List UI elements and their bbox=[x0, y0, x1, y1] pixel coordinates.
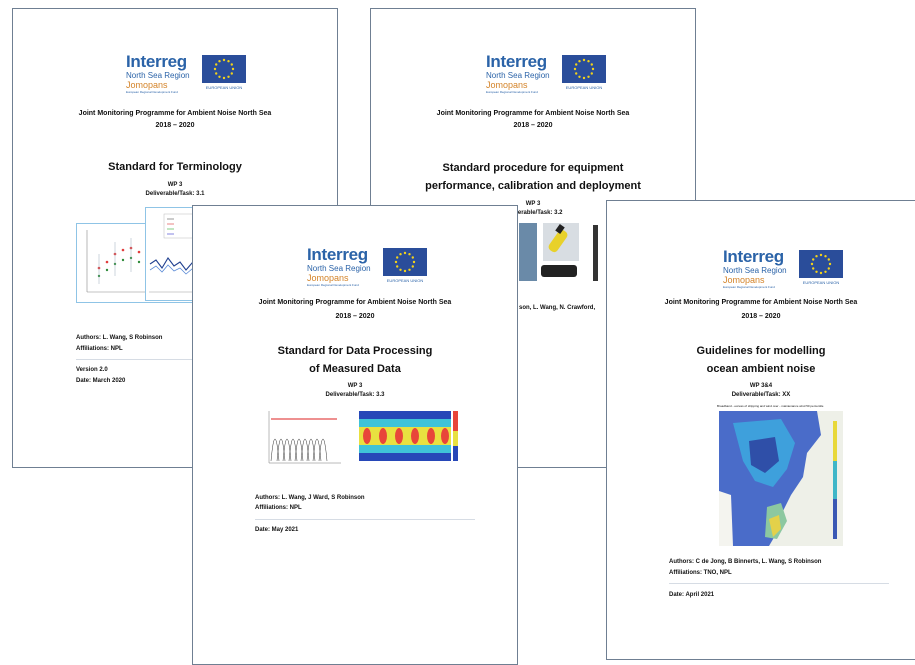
doc-title-line1: Guidelines for modelling bbox=[696, 345, 826, 357]
logo-region: North Sea Region bbox=[126, 71, 190, 80]
programme-title: Joint Monitoring Programme for Ambient N… bbox=[436, 110, 630, 117]
logo-fund: European Regional Development Fund bbox=[126, 90, 178, 94]
doc-title-line2: performance, calibration and deployment bbox=[425, 180, 641, 192]
doc-affiliations: Affiliations: NPL bbox=[76, 346, 123, 352]
doc-title-line1: Standard procedure for equipment bbox=[442, 162, 624, 174]
doc-title: Standard for Terminology bbox=[108, 161, 242, 173]
programme-years: 2018 – 2020 bbox=[335, 313, 375, 320]
logo-project: Jomopans bbox=[307, 273, 349, 283]
eu-label: EUROPEAN UNION bbox=[386, 278, 424, 283]
interreg-logo: Interreg North Sea Region Jomopans Europ… bbox=[723, 247, 848, 289]
logo-region: North Sea Region bbox=[307, 264, 371, 273]
doc-modelling[interactable]: Interreg North Sea Region Jomopans Europ… bbox=[606, 200, 915, 660]
programme-years: 2018 – 2020 bbox=[155, 122, 195, 129]
north-sea-noise-map bbox=[719, 411, 843, 546]
logo-fund: European Regional Development Fund bbox=[307, 283, 359, 287]
equipment-photo bbox=[519, 223, 537, 281]
divider bbox=[255, 519, 475, 520]
doc-title-line2: of Measured Data bbox=[309, 363, 401, 375]
doc-authors: Authors: L. Wang, S Robinson bbox=[76, 335, 163, 341]
logo-brand: Interreg bbox=[486, 52, 547, 71]
eu-flag-icon bbox=[202, 55, 246, 83]
interreg-logo: Interreg North Sea Region Jomopans Europ… bbox=[307, 245, 432, 287]
divider bbox=[669, 583, 889, 584]
doc-processing[interactable]: Interreg North Sea Region Jomopans Europ… bbox=[192, 205, 518, 665]
programme-years: 2018 – 2020 bbox=[741, 313, 781, 320]
doc-date: Date: April 2021 bbox=[669, 592, 715, 598]
logo-fund: European Regional Development Fund bbox=[486, 90, 538, 94]
eu-flag-icon bbox=[799, 250, 843, 278]
spectrogram-figure bbox=[359, 411, 459, 467]
doc-affiliations: Affiliations: TNO, NPL bbox=[669, 570, 732, 576]
interreg-logo: Interreg North Sea Region Jomopans Europ… bbox=[486, 52, 611, 94]
logo-region: North Sea Region bbox=[723, 266, 787, 275]
doc-deliverable: Deliverable/Task: XX bbox=[731, 392, 791, 398]
doc-authors: Authors: C de Jong, B Binnerts, L. Wang,… bbox=[669, 559, 822, 565]
sensor-photo bbox=[593, 225, 598, 281]
divider bbox=[76, 359, 296, 360]
recorder-photo bbox=[541, 265, 577, 277]
logo-project: Jomopans bbox=[126, 80, 168, 90]
doc-wp: WP 3 bbox=[525, 201, 541, 207]
doc-authors-partial: son, L. Wang, N. Crawford, bbox=[519, 305, 596, 311]
doc-title-line1: Standard for Data Processing bbox=[277, 345, 433, 357]
doc-deliverable: Deliverable/Task: 3.2 bbox=[503, 210, 563, 216]
hydrophone-photo bbox=[543, 223, 579, 261]
programme-title: Joint Monitoring Programme for Ambient N… bbox=[78, 110, 272, 117]
doc-wp: WP 3 bbox=[347, 383, 363, 389]
filter-response-figure bbox=[265, 407, 345, 467]
programme-title: Joint Monitoring Programme for Ambient N… bbox=[664, 299, 858, 306]
logo-brand: Interreg bbox=[307, 245, 368, 264]
eu-flag-icon bbox=[383, 248, 427, 276]
doc-deliverable: Deliverable/Task: 3.1 bbox=[145, 191, 205, 197]
doc-affiliations: Affiliations: NPL bbox=[255, 505, 302, 511]
eu-label: EUROPEAN UNION bbox=[205, 85, 243, 90]
eu-label: EUROPEAN UNION bbox=[802, 280, 840, 285]
doc-wp: WP 3 bbox=[167, 182, 183, 188]
interreg-logo: Interreg North Sea Region Jomopans Europ… bbox=[126, 52, 251, 94]
doc-deliverable: Deliverable/Task: 3.3 bbox=[325, 392, 385, 398]
logo-region: North Sea Region bbox=[486, 71, 550, 80]
logo-project: Jomopans bbox=[723, 275, 765, 285]
doc-wp: WP 3&4 bbox=[749, 383, 773, 389]
eu-flag-icon bbox=[562, 55, 606, 83]
doc-version: Version 2.0 bbox=[76, 367, 108, 373]
programme-title: Joint Monitoring Programme for Ambient N… bbox=[258, 299, 452, 306]
logo-brand: Interreg bbox=[126, 52, 187, 71]
programme-years: 2018 – 2020 bbox=[513, 122, 553, 129]
logo-brand: Interreg bbox=[723, 247, 784, 266]
doc-authors: Authors: L. Wang, J Ward, S Robinson bbox=[255, 495, 365, 501]
map-caption: Broadband - excess of shipping and wind … bbox=[717, 404, 824, 408]
doc-title-line2: ocean ambient noise bbox=[706, 363, 816, 375]
doc-date: Date: May 2021 bbox=[255, 527, 299, 533]
logo-fund: European Regional Development Fund bbox=[723, 285, 775, 289]
doc-date: Date: March 2020 bbox=[76, 378, 126, 384]
logo-project: Jomopans bbox=[486, 80, 528, 90]
eu-label: EUROPEAN UNION bbox=[565, 85, 603, 90]
